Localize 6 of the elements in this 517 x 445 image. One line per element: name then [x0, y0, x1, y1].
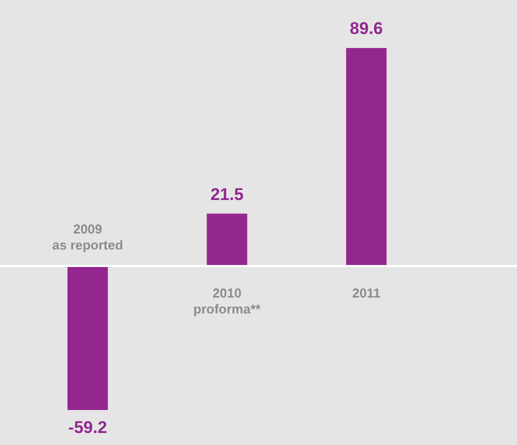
data-label: 89.6 [350, 19, 383, 38]
data-label: 21.5 [210, 184, 244, 204]
x-tick-label: 2009 as reported [52, 222, 124, 253]
data-label: -59.2 [68, 418, 108, 438]
x-tick-label: 2010 proforma** [193, 286, 262, 317]
x-tick-label: 2011 [352, 286, 380, 301]
